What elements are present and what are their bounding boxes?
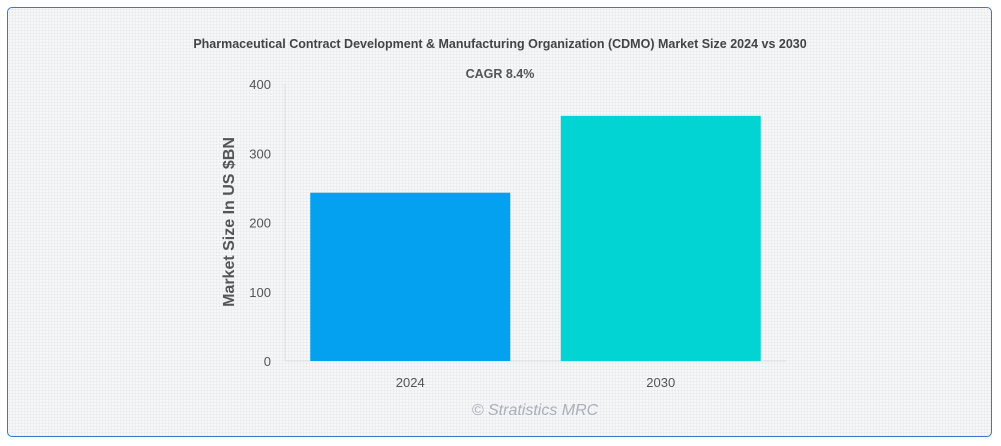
y-tick-label: 300 <box>249 146 271 161</box>
y-ticks: 0 100 200 300 400 <box>249 77 271 369</box>
y-tick-label: 100 <box>249 285 271 300</box>
y-axis-label: Market Size In US $BN <box>221 137 238 307</box>
x-ticks: 2024 2030 <box>396 375 675 390</box>
y-tick-label: 0 <box>264 354 271 369</box>
bars <box>310 115 761 361</box>
x-tick-label: 2030 <box>646 375 675 390</box>
credit-text: © Stratistics MRC <box>472 402 599 419</box>
x-tick-label: 2024 <box>396 375 425 390</box>
chart-title: Pharmaceutical Contract Development & Ma… <box>193 37 806 51</box>
y-tick-label: 200 <box>249 216 271 231</box>
chart-subtitle: CAGR 8.4% <box>466 67 535 81</box>
bar-2030[interactable] <box>560 115 761 361</box>
bar-2024[interactable] <box>310 192 511 361</box>
y-tick-label: 400 <box>249 77 271 92</box>
